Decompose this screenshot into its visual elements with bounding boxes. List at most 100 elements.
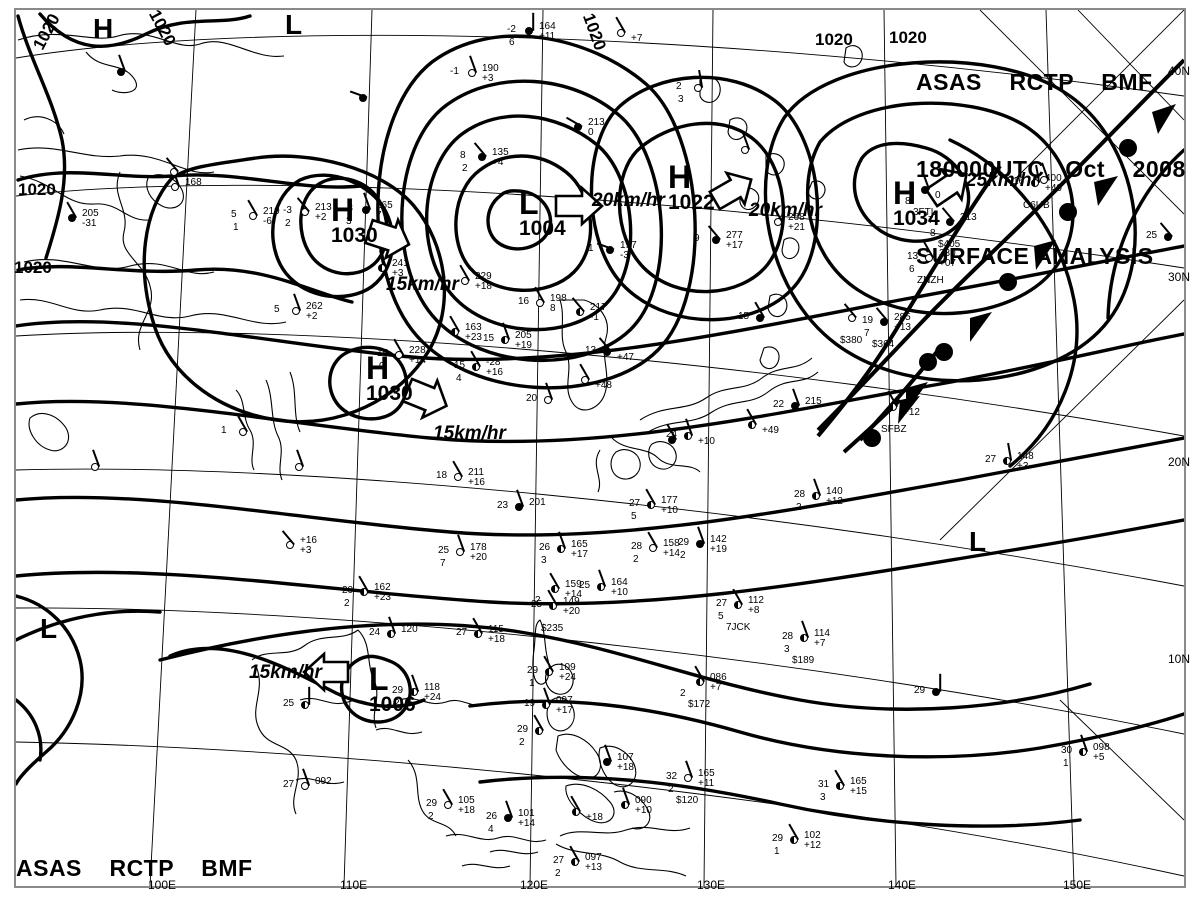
station-cloud-cover-icon xyxy=(684,432,692,440)
station-temperature: 2 xyxy=(676,81,682,92)
station-identifier: $120 xyxy=(676,795,699,806)
station-pressure: 229 xyxy=(475,271,492,282)
station-cloud-cover-icon xyxy=(1040,176,1048,184)
movement-speed-label: 15km/hr xyxy=(386,274,459,295)
station-dewpoint: 3 xyxy=(784,644,790,655)
station-pressure-tendency: +15 xyxy=(850,786,867,797)
station-dewpoint: 3 xyxy=(678,94,684,105)
station-temperature: 29 xyxy=(914,685,926,696)
station-temperature: 26 xyxy=(539,542,551,553)
wind-barb-icon xyxy=(532,12,534,31)
station-pressure-tendency: +2 xyxy=(306,311,318,322)
front-line-secondary xyxy=(816,164,1002,438)
station-temperature: 27 xyxy=(985,454,997,465)
station-pressure-tendency: +2 xyxy=(315,212,327,223)
pressure-center-h-2: H 1030 xyxy=(331,194,378,247)
station-cloud-cover-icon xyxy=(515,503,523,511)
station-pressure-tendency: +13 xyxy=(894,322,911,333)
isobar-label: 1020 xyxy=(889,28,927,47)
pressure-center-l-8: L xyxy=(40,614,57,644)
station-temperature: 25 xyxy=(1146,230,1158,241)
header-line-1: ASAS RCTP BMF xyxy=(916,69,1153,95)
station-pressure: 092 xyxy=(315,776,332,787)
station-cloud-cover-icon xyxy=(684,774,692,782)
station-pressure: 285 xyxy=(894,312,911,323)
movement-speed-label: 20km/hr xyxy=(592,190,665,211)
station-temperature: 28 xyxy=(782,631,794,642)
station-dewpoint: 1 xyxy=(1063,758,1069,769)
station-pressure: 313 xyxy=(960,212,977,223)
station-pressure: 228 xyxy=(409,345,426,356)
station-pressure-tendency: +7 xyxy=(631,33,643,44)
station-cloud-cover-icon xyxy=(295,463,303,471)
station-cloud-cover-icon xyxy=(621,801,629,809)
station-pressure-tendency: +18 xyxy=(586,812,603,823)
pressure-center-l-1: L xyxy=(285,10,302,40)
station-pressure-tendency: +10 xyxy=(611,587,628,598)
station-pressure-tendency: +3 xyxy=(300,545,312,556)
station-dewpoint: 3 xyxy=(820,792,826,803)
station-pressure-tendency: +10 xyxy=(635,805,652,816)
station-pressure: 159 xyxy=(565,579,582,590)
station-pressure-tendency: +18 xyxy=(458,805,475,816)
header-line-1: ASAS RCTP BMF xyxy=(16,855,253,881)
station-pressure-tendency: +24 xyxy=(424,692,441,703)
pressure-center-symbol: L xyxy=(969,526,987,557)
station-pressure-tendency: +07 xyxy=(939,258,956,269)
wind-barb-icon xyxy=(308,686,310,705)
pressure-center-value: 1022 xyxy=(668,191,715,214)
station-identifier: 3FTL xyxy=(913,207,937,218)
station-cloud-cover-icon xyxy=(1079,748,1087,756)
station-pressure-tendency: 8 xyxy=(550,303,556,314)
station-pressure: 142 xyxy=(710,534,727,545)
station-temperature: -2 xyxy=(507,24,516,35)
station-temperature: 13 xyxy=(585,345,597,356)
station-pressure: 112 xyxy=(748,595,764,606)
station-pressure: 262 xyxy=(306,301,323,312)
wind-barb-icon xyxy=(939,673,941,692)
longitude-label: 100E xyxy=(148,878,177,892)
station-pressure: 090 xyxy=(635,795,652,806)
station-pressure-tendency: +16 xyxy=(468,477,485,488)
station-cloud-cover-icon xyxy=(597,583,605,591)
station-pressure: 101 xyxy=(518,808,535,819)
station-temperature: 29 xyxy=(517,724,529,735)
longitude-label: 140E xyxy=(888,878,917,892)
station-pressure-tendency: +11 xyxy=(698,778,715,789)
station-pressure: 178 xyxy=(470,542,487,553)
station-pressure: 205 xyxy=(82,208,99,219)
header-bottom-left: ASAS RCTP BMF 180000UTC Oct 2008 SURFACE… xyxy=(16,796,286,904)
station-dewpoint: 2 xyxy=(535,595,541,606)
isobar-label: 1020 xyxy=(18,180,56,199)
station-temperature: 25 xyxy=(283,698,295,709)
station-pressure-tendency: +11 xyxy=(539,31,556,42)
station-temperature: 32 xyxy=(666,771,678,782)
station-cloud-cover-icon xyxy=(921,186,929,194)
station-dewpoint: 8 xyxy=(905,196,911,207)
station-pressure-tendency: +19 xyxy=(515,340,532,351)
latitude-label: 40N xyxy=(1168,64,1191,78)
station-pressure: 158 xyxy=(663,538,680,549)
station-temperature: 29 xyxy=(527,665,539,676)
station-pressure: 102 xyxy=(804,830,821,841)
station-cloud-cover-icon xyxy=(557,545,565,553)
station-pressure: 164 xyxy=(611,577,628,588)
station-pressure: 118 xyxy=(424,682,440,693)
station-cloud-cover-icon xyxy=(292,307,300,315)
station-pressure: 330 xyxy=(939,248,956,259)
station-cloud-cover-icon xyxy=(932,688,940,696)
header-line-3: SURFACE ANALYSIS xyxy=(916,243,1154,269)
station-cloud-cover-icon xyxy=(117,68,125,76)
station-pressure: 098 xyxy=(1093,742,1110,753)
isobars xyxy=(16,12,1184,828)
station-cloud-cover-icon xyxy=(387,630,395,638)
station-pressure-tendency: -31 xyxy=(82,218,97,229)
station-temperature: 15 xyxy=(738,311,750,322)
station-pressure-tendency: +24 xyxy=(559,672,576,683)
latitude-label: 30N xyxy=(1168,270,1191,284)
pressure-center-value: 1006 xyxy=(369,693,416,716)
station-temperature: 18 xyxy=(436,470,448,481)
header-line-2: 180000UTC Oct 2008 xyxy=(916,156,1186,182)
station-pressure-tendency: -6 xyxy=(263,216,272,227)
station-pressure: 241 xyxy=(392,258,409,269)
